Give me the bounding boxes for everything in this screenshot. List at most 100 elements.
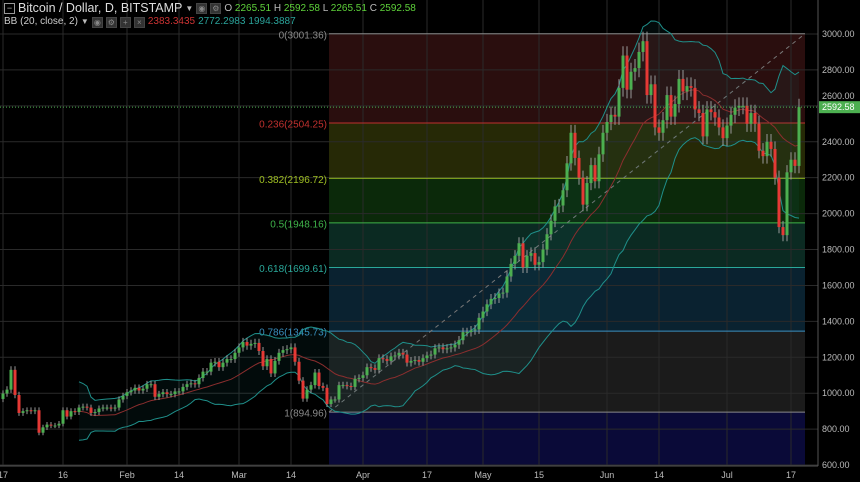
candle-body [757, 123, 761, 151]
price-tick-label: 600.00 [822, 460, 850, 470]
indicator-label[interactable]: BB (20, close, 2) [4, 16, 78, 27]
candle [109, 404, 113, 412]
gear-icon[interactable]: ⚙ [105, 16, 117, 28]
candle [445, 344, 449, 354]
open-value: 2265.51 [234, 3, 272, 14]
candle [61, 407, 65, 427]
time-tick-label: 14 [174, 470, 184, 480]
time-tick-label: 17 [786, 470, 796, 480]
candle-body [765, 141, 769, 157]
eye-icon[interactable]: ◉ [91, 16, 103, 28]
candle-body [209, 362, 213, 372]
candle [453, 340, 457, 352]
candle [769, 134, 773, 157]
candle-body [621, 55, 625, 88]
candle-body [493, 298, 497, 300]
candle-body [457, 340, 461, 345]
candle [517, 237, 521, 262]
candle-body [93, 412, 97, 414]
candle-body [133, 387, 137, 391]
candle-body [641, 41, 645, 52]
close-icon[interactable]: × [133, 16, 145, 28]
candle [181, 383, 185, 395]
candle-body [433, 348, 437, 355]
candle [5, 386, 9, 397]
candle-body [101, 407, 105, 409]
candle [565, 155, 569, 198]
candle-body [629, 71, 633, 90]
collapse-icon[interactable]: − [4, 3, 15, 14]
candle-body [721, 127, 725, 139]
candle [261, 347, 265, 370]
candle [549, 214, 553, 241]
candle [441, 343, 445, 354]
candle-body [349, 386, 353, 388]
candle [449, 343, 453, 353]
candle-body [689, 86, 693, 88]
price-tick-label: 1400.00 [822, 316, 855, 326]
plus-icon[interactable]: + [119, 16, 131, 28]
eye-icon[interactable]: ◉ [196, 3, 208, 14]
chevron-down-icon[interactable]: ▼ [185, 4, 194, 13]
candle-body [193, 383, 197, 385]
candle [49, 421, 53, 429]
candle [509, 258, 513, 282]
candle [93, 409, 97, 416]
candle-body [609, 114, 613, 123]
fib-level-label: 0.786(1345.73) [259, 328, 327, 339]
indicator-legend: BB (20, close, 2) ▼ ◉ ⚙ + × 2383.3435 27… [4, 16, 296, 28]
candle-body [653, 84, 657, 128]
candle [137, 384, 141, 394]
candle [501, 287, 505, 299]
candle-body [425, 355, 429, 359]
candle [725, 117, 729, 146]
candle [305, 386, 309, 402]
bb-basis-value: 2383.3435 [147, 16, 196, 27]
candle [125, 389, 129, 400]
candle-body [573, 132, 577, 158]
candle-body [749, 113, 753, 124]
fib-level-label: 1(894.96) [284, 409, 327, 420]
candle-body [309, 385, 313, 390]
gear-icon[interactable]: ⚙ [210, 3, 222, 14]
candle-body [465, 332, 469, 334]
candle [53, 422, 57, 429]
candle-body [237, 347, 241, 353]
candle [485, 299, 489, 317]
candle [561, 183, 565, 213]
candle-body [597, 154, 601, 182]
candle [257, 338, 261, 355]
candle-body [5, 389, 9, 394]
candle [341, 381, 345, 389]
price-tick-label: 1200.00 [822, 352, 855, 362]
candle [589, 157, 593, 191]
candle-body [69, 411, 73, 417]
candle [789, 152, 793, 180]
last-price-badge [819, 101, 860, 114]
candle [377, 354, 381, 374]
candle-body [373, 368, 377, 370]
candle-body [301, 380, 305, 399]
bb-lower-line [78, 137, 800, 441]
candle [289, 343, 293, 354]
candle-body [617, 87, 621, 117]
candle [101, 404, 105, 412]
candle-body [789, 159, 793, 173]
candle [277, 348, 281, 365]
candle [553, 199, 557, 228]
candle-body [185, 384, 189, 387]
candle-body [61, 410, 65, 424]
candle [37, 407, 41, 436]
candle [69, 408, 73, 420]
candle-body [477, 317, 481, 330]
candle-body [741, 105, 745, 107]
candle-body [177, 391, 181, 393]
candle-body [325, 387, 329, 404]
candle-body [297, 361, 301, 381]
candle [165, 389, 169, 398]
candle-body [241, 342, 245, 348]
candle [9, 366, 13, 393]
chevron-down-icon[interactable]: ▼ [80, 17, 89, 26]
symbol-title[interactable]: Bitcoin / Dollar, D, BITSTAMP [18, 1, 183, 15]
